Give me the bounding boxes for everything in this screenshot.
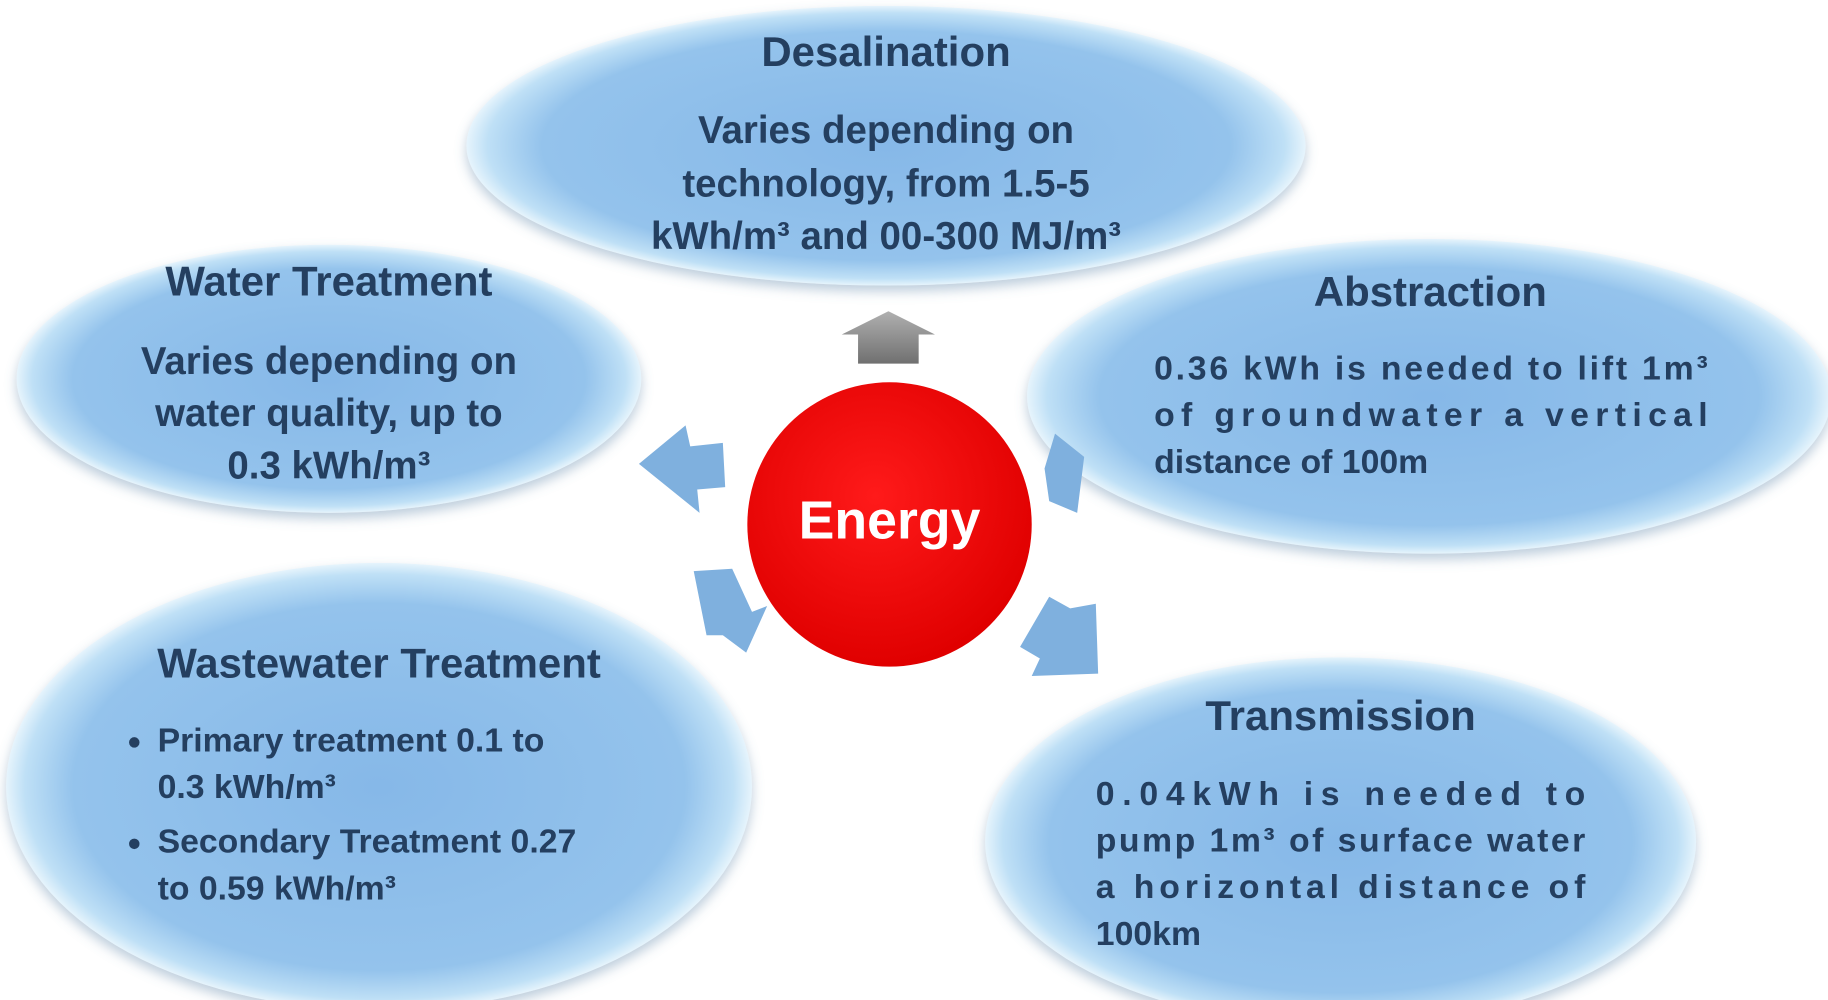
shapes: Energy [6,5,1828,1000]
node-line: distance of 100m [1154,443,1428,481]
bullet-line: Secondary Treatment 0.27 [158,823,577,861]
wastewater-ellipse [6,563,752,1000]
transmission-ellipse [985,657,1696,1000]
bullet-line: 0.3 kWh/m³ [158,768,336,806]
arrow-wastewater [693,568,768,653]
arrow-transmission [1020,596,1099,676]
arrow-abstraction [1044,433,1085,513]
arrow-water-treatment [638,425,726,513]
bullet-dot [129,737,140,748]
node-line: Varies depending on [698,109,1074,152]
node-line: kWh/m³ and 00-300 MJ/m³ [651,215,1121,258]
bullet-dot [129,838,140,850]
node-title: Transmission [1205,692,1475,739]
energy-circle [747,382,1032,667]
water-treatment-ellipse [16,244,642,513]
node-line: 0.3 kWh/m³ [227,445,430,488]
node-line: 100km [1096,915,1201,953]
node-line: technology, from 1.5-5 [682,163,1089,206]
bullet-line: to 0.59 kWh/m³ [158,869,396,907]
node-title: Desalination [761,28,1010,75]
arrow-up [841,311,935,364]
bullet-line: Primary treatment 0.1 to [158,721,545,759]
node-line: of groundwater a vertical [1154,396,1708,434]
node-line: water quality, up to [154,392,503,435]
center-label: Energy [799,491,981,551]
node-line: pump 1m³ of surface water [1096,822,1586,860]
node-title: Water Treatment [165,257,492,304]
abstraction-ellipse [1027,238,1828,554]
desalination-ellipse [466,5,1306,286]
node-line: 0.36 kWh is needed to lift 1m³ [1154,350,1708,388]
node-line: Varies depending on [141,340,517,383]
node-title: Abstraction [1314,268,1547,315]
node-title: Wastewater Treatment [157,640,601,687]
